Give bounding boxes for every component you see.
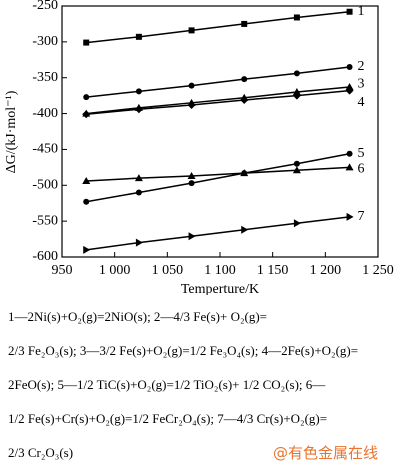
marker xyxy=(83,245,91,254)
x-tick-label: 1 100 xyxy=(204,263,236,278)
series-label: 7 xyxy=(358,209,365,224)
marker xyxy=(240,169,249,177)
marker xyxy=(241,225,249,234)
y-tick-label: -450 xyxy=(32,142,58,157)
x-tick-label: 1 000 xyxy=(99,263,131,278)
marker xyxy=(134,105,143,114)
caption-line: 2/3 Fe₂O₃(s); 3—3/2 Fe(s)+O₂(g)=1/2 Fe₃O… xyxy=(8,343,359,358)
marker xyxy=(188,27,195,34)
marker xyxy=(241,20,248,27)
series-label: 3 xyxy=(358,76,365,91)
series-line xyxy=(86,86,350,115)
marker xyxy=(293,160,300,167)
series-line xyxy=(86,89,350,116)
caption: 1—2Ni(s)+O₂(g)=2NiO(s); 2—4/3 Fe(s)+ O₂(… xyxy=(8,300,396,470)
marker xyxy=(187,100,196,109)
marker xyxy=(135,238,143,247)
y-axis-label: ΔG/(kJ·mol⁻¹) xyxy=(4,90,19,173)
y-tick-label: -550 xyxy=(32,213,58,228)
caption-line: 1/2 Fe(s)+Cr(s)+O₂(g)=1/2 FeCr₂O₄(s); 7—… xyxy=(8,411,328,426)
marker xyxy=(83,94,90,101)
marker xyxy=(346,150,353,157)
marker xyxy=(135,88,142,95)
marker xyxy=(345,163,354,171)
y-tick-label: -250 xyxy=(32,0,58,13)
series-label: 1 xyxy=(358,4,365,19)
series-line xyxy=(86,166,350,182)
series-line xyxy=(86,216,350,251)
marker xyxy=(82,110,91,119)
series-line xyxy=(86,10,350,44)
marker xyxy=(346,8,353,15)
series-label: 4 xyxy=(358,95,365,110)
marker xyxy=(187,171,196,179)
series-label: 6 xyxy=(358,162,365,177)
marker xyxy=(293,14,300,21)
y-tick-label: -600 xyxy=(32,249,58,264)
marker xyxy=(345,83,354,91)
watermark: @有色金属在线 xyxy=(272,444,378,462)
marker xyxy=(135,189,142,196)
series-label: 5 xyxy=(358,146,365,161)
chart: Temperture/K ΔG/(kJ·mol⁻¹) -600 -550 -500 -… xyxy=(4,0,394,297)
marker xyxy=(188,82,195,89)
marker xyxy=(346,63,353,70)
x-tick-label: 1 050 xyxy=(152,263,184,278)
y-tick-label: -400 xyxy=(32,106,58,121)
y-tick-label: -500 xyxy=(32,178,58,193)
marker xyxy=(134,174,143,182)
caption-line: 1—2Ni(s)+O₂(g)=2NiO(s); 2—4/3 Fe(s)+ O₂(… xyxy=(8,309,267,324)
marker xyxy=(293,219,301,228)
marker xyxy=(292,88,301,96)
caption-line: 2FeO(s); 5—1/2 TiC(s)+O₂(g)=1/2 TiO₂(s)+… xyxy=(8,377,326,392)
marker xyxy=(292,166,301,174)
marker xyxy=(345,86,354,95)
marker xyxy=(293,70,300,77)
x-tick-label: 950 xyxy=(52,263,73,278)
series-label: 2 xyxy=(358,59,365,74)
marker xyxy=(292,91,301,100)
marker xyxy=(135,33,142,40)
x-tick-label: 1 200 xyxy=(310,263,342,278)
x-axis-label: Temperture/K xyxy=(181,282,259,295)
series-line xyxy=(86,66,350,98)
series-line xyxy=(86,152,350,203)
marker xyxy=(241,76,248,83)
marker xyxy=(82,176,91,184)
x-tick-label: 1 250 xyxy=(362,263,394,278)
marker xyxy=(83,39,90,46)
y-tick-label: -350 xyxy=(32,70,58,85)
caption-line: 2/3 Cr₂O₃(s) xyxy=(8,445,74,460)
y-tick-label: -300 xyxy=(32,34,58,49)
x-tick-label: 1 150 xyxy=(257,263,289,278)
marker xyxy=(346,212,354,221)
marker xyxy=(83,198,90,205)
marker xyxy=(240,95,249,104)
marker xyxy=(188,180,195,187)
marker xyxy=(188,232,196,241)
